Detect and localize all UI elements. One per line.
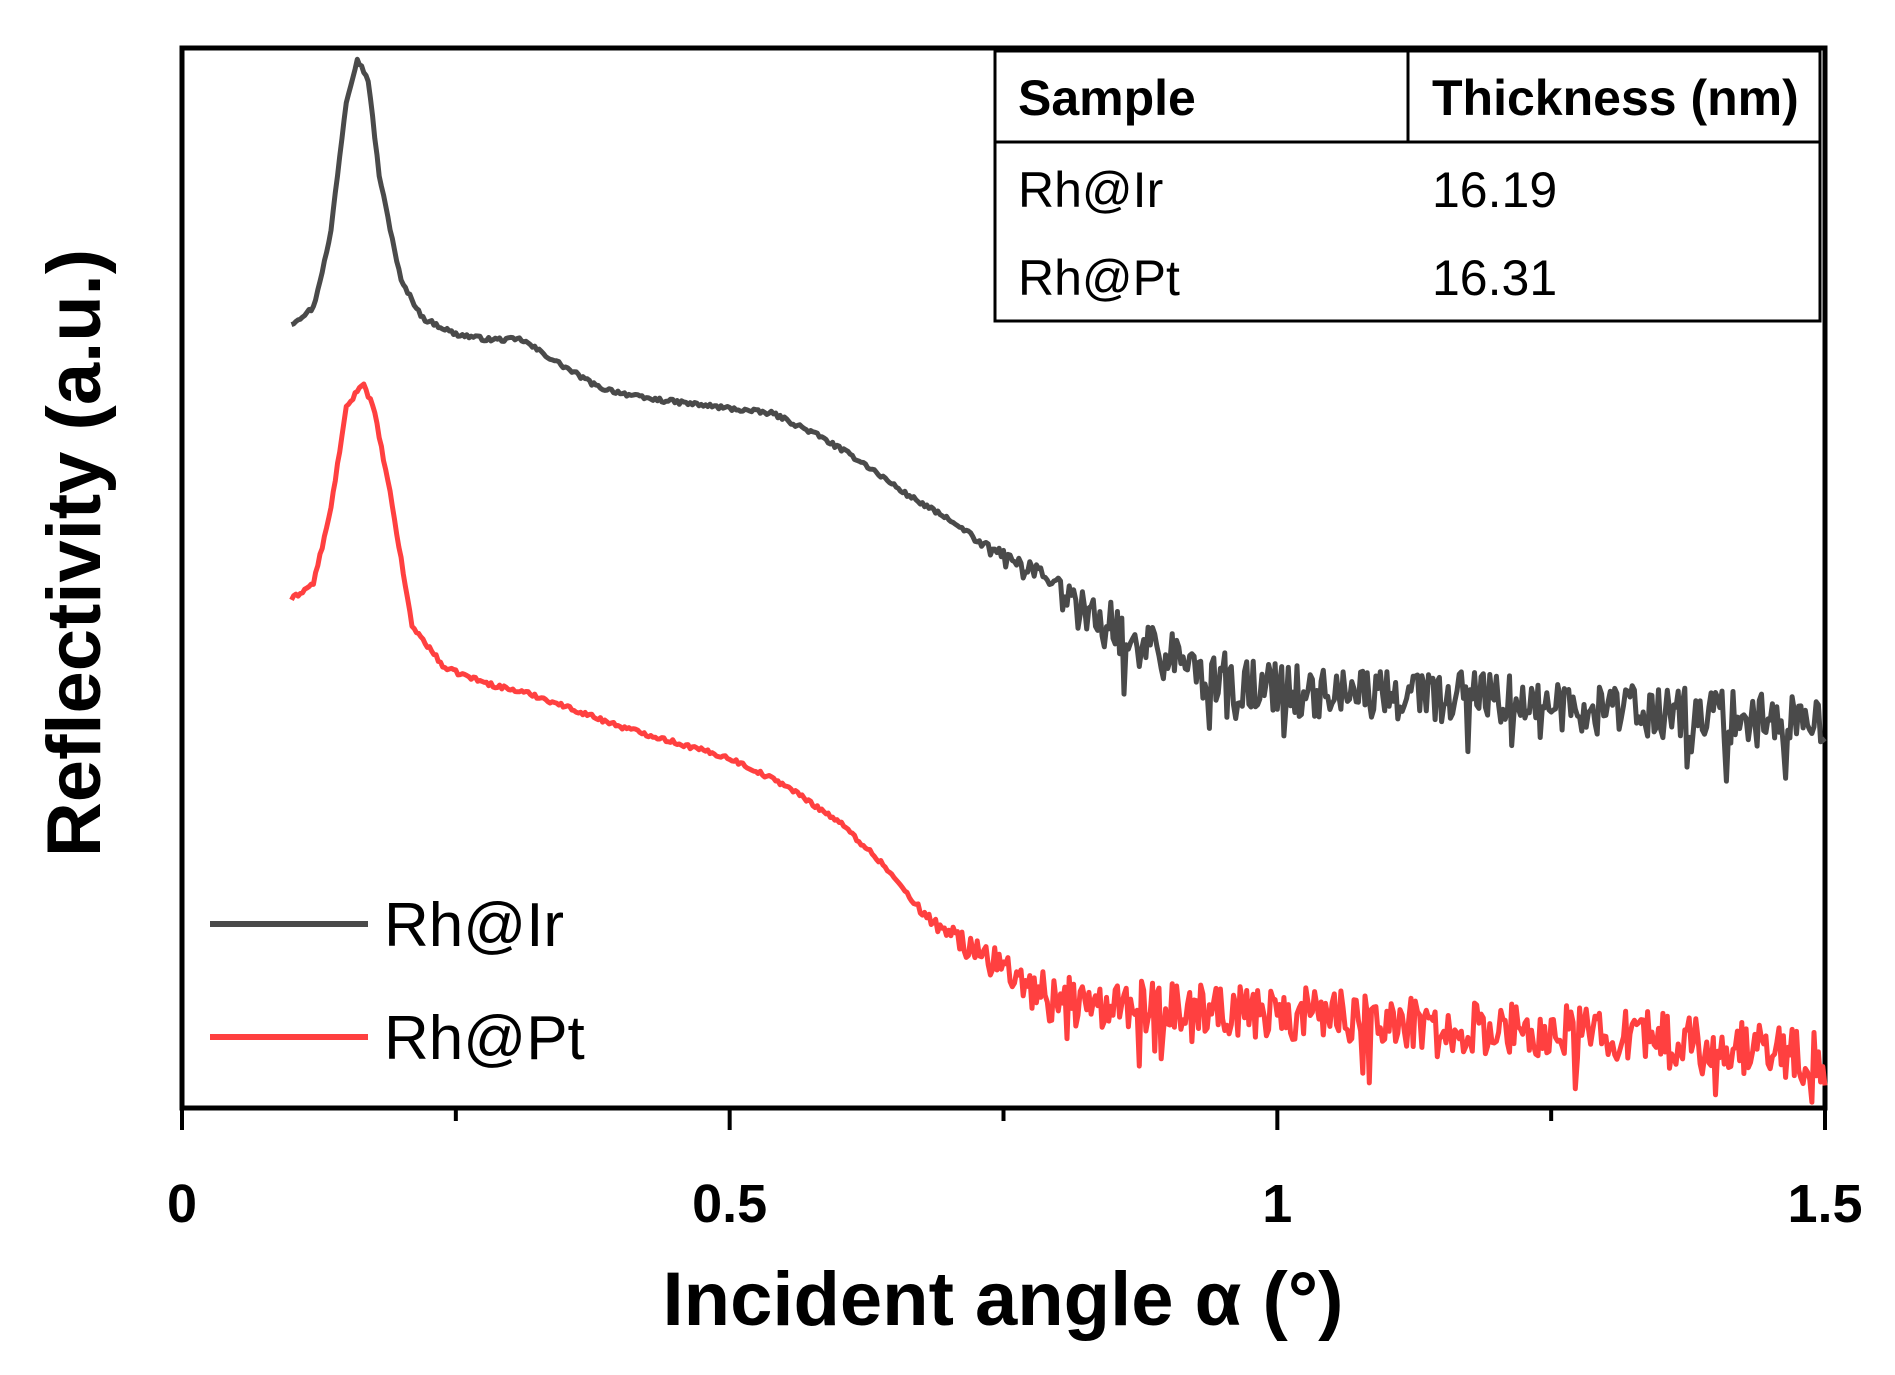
x-axis-ticks: 0 0.5 1 1.5 [167,1108,1863,1234]
series-line-rh-ir [290,56,1827,784]
x-axis-title: Incident angle α (°) [663,1257,1344,1342]
series-layer [289,56,1828,1105]
table-cell-thickness-2: 16.31 [1432,250,1557,306]
x-tick-label-6: 1.5 [1787,1174,1862,1234]
x-tick-label-2: 0.5 [692,1174,767,1234]
legend: Rh@Ir Rh@Pt [210,891,585,1073]
table-cell-sample-1: Rh@Ir [1018,162,1163,218]
table-header-sample: Sample [1018,70,1196,126]
table-cell-thickness-1: 16.19 [1432,162,1557,218]
legend-label-rh-ir: Rh@Ir [384,891,564,960]
series-line-rh-pt [289,381,1828,1105]
y-axis-title: Reflectivity (a.u.) [32,249,117,857]
table-header-thickness: Thickness (nm) [1432,70,1799,126]
x-tick-label-0: 0 [167,1174,197,1234]
table-cell-sample-2: Rh@Pt [1018,250,1180,306]
legend-label-rh-pt: Rh@Pt [384,1004,585,1073]
inset-table: Sample Thickness (nm) Rh@Ir 16.19 Rh@Pt … [993,49,1822,323]
x-tick-label-4: 1 [1262,1174,1292,1234]
